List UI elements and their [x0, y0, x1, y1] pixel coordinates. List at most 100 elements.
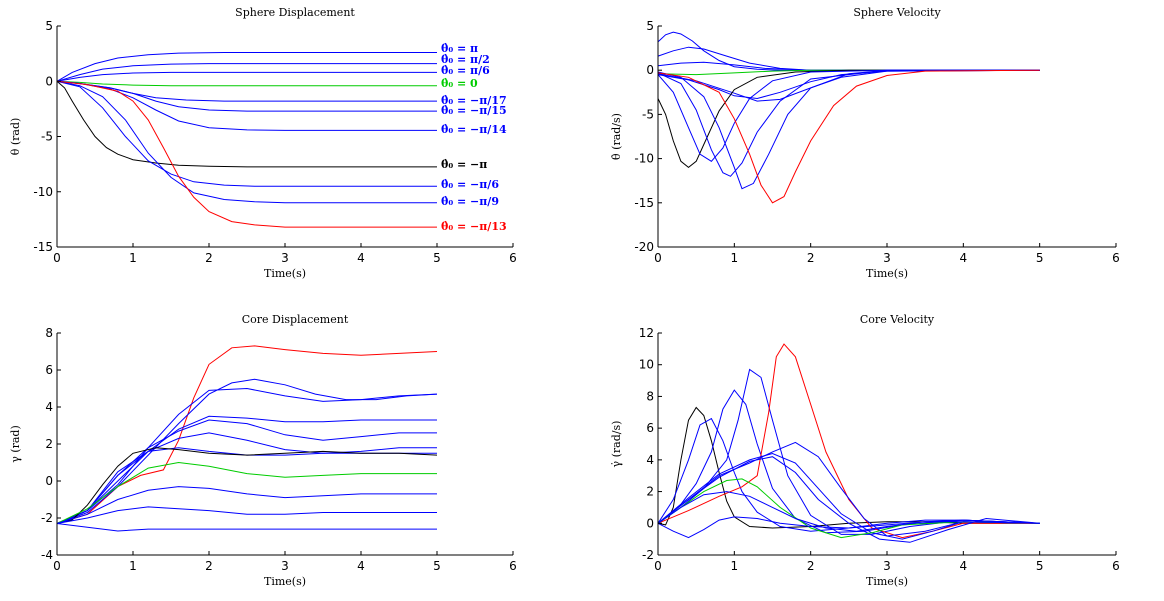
y-tick-label: 5 [45, 19, 53, 33]
chart-panel-1: 0 1 2 3 4 5 6 -15 -10 -5 0 5 Sphere Displacement Time… [9, 6, 517, 280]
series-line-3 [56, 387, 438, 524]
x-tick-label: 6 [509, 251, 517, 265]
series-line-7 [657, 69, 1040, 169]
y-axis-label: γ̇ (rad/s) [610, 421, 623, 468]
series-line-5 [56, 419, 437, 524]
x-axis-label: Time(s) [264, 575, 306, 588]
series-annotation: θ̇₀ = −π/14 [441, 123, 507, 136]
chart-title: Sphere Displacement [235, 6, 355, 19]
y-tick-label: -2 [41, 511, 53, 525]
y-tick-label: -20 [634, 240, 654, 254]
series-line-10 [657, 69, 1040, 190]
series-line-1 [56, 345, 438, 524]
chart-title: Sphere Velocity [853, 6, 941, 19]
series-annotation: θ̇₀ = π [441, 42, 478, 55]
series-line-5 [657, 343, 1040, 539]
y-tick-label: -10 [634, 152, 654, 166]
series-line-4 [657, 368, 1040, 535]
x-tick-label: 2 [807, 559, 815, 573]
series-line-1 [657, 406, 1040, 529]
series-line-2 [657, 46, 1040, 71]
y-axis-label: θ (rad) [9, 118, 22, 156]
series-annotation: θ̇₀ = π/2 [441, 53, 490, 66]
series-line-8 [657, 456, 1040, 543]
y-tick-label: 8 [646, 389, 654, 403]
y-tick-label: 8 [45, 326, 53, 340]
series-line-10 [657, 491, 1040, 532]
series-line-2 [56, 378, 438, 524]
series-annotation: θ̇₀ = −π/17 [441, 94, 507, 107]
series-line-4 [56, 415, 437, 524]
series-annotation: θ̇₀ = π/6 [441, 64, 490, 77]
series-line-11 [657, 516, 1040, 539]
y-axis-label: θ̇ (rad/s) [610, 113, 623, 160]
y-tick-label: 0 [646, 516, 654, 530]
series-line-8 [657, 69, 1040, 162]
chart-title: Core Velocity [860, 313, 935, 326]
y-tick-label: 0 [45, 474, 53, 488]
x-tick-label: 3 [281, 559, 289, 573]
chart-panel-2: 0 1 2 3 4 5 6 -20 -15 -10 -5 0 5 Sphere Velocity Time(… [610, 6, 1120, 280]
x-tick-label: 1 [129, 251, 137, 265]
series-line-9 [657, 478, 1040, 539]
x-tick-label: 0 [53, 251, 61, 265]
x-tick-label: 6 [1112, 559, 1120, 573]
y-tick-label: -5 [41, 130, 53, 144]
x-tick-label: 0 [654, 559, 662, 573]
x-axis-label: Time(s) [866, 575, 908, 588]
series-annotation: θ̇₀ = −π/9 [441, 195, 499, 208]
series-line-11 [657, 69, 1040, 204]
series-line-6 [56, 80, 437, 112]
x-tick-label: 1 [129, 559, 137, 573]
y-axis-label: γ (rad) [9, 425, 22, 463]
series-line-3 [657, 389, 1040, 534]
y-tick-label: -4 [41, 548, 53, 562]
y-tick-label: 5 [646, 19, 654, 33]
series-line-5 [657, 69, 1040, 102]
series-line-3 [657, 61, 1040, 71]
series-line-9 [56, 80, 437, 187]
x-tick-label: 3 [281, 251, 289, 265]
x-tick-label: 5 [1036, 251, 1044, 265]
x-tick-label: 4 [960, 559, 968, 573]
series-annotation: θ̇₀ = 0 [441, 77, 478, 90]
x-tick-label: 5 [433, 559, 441, 573]
x-tick-label: 5 [1036, 559, 1044, 573]
y-tick-label: -10 [33, 185, 53, 199]
series-line-1 [657, 31, 1040, 71]
series-annotation: θ̇₀ = −π/15 [441, 104, 507, 117]
y-tick-label: 2 [45, 437, 53, 451]
series-line-1 [56, 52, 437, 82]
y-tick-label: -15 [634, 196, 654, 210]
y-tick-label: 10 [639, 358, 654, 372]
x-tick-label: 2 [205, 559, 213, 573]
series-line-10 [56, 486, 437, 524]
series-line-6 [56, 432, 437, 524]
series-line-10 [56, 80, 437, 204]
x-tick-label: 4 [357, 251, 365, 265]
x-axis-label: Time(s) [264, 267, 306, 280]
x-tick-label: 2 [807, 251, 815, 265]
series-annotation: θ̇₀ = −π/13 [441, 220, 507, 233]
series-line-9 [657, 69, 1040, 177]
chart-panel-3: 0 1 2 3 4 5 6 -4 -2 0 2 4 6 8 Core Displacement Time(s)… [9, 313, 517, 588]
y-tick-label: 12 [639, 326, 654, 340]
x-tick-label: 4 [357, 559, 365, 573]
series-line-6 [657, 441, 1040, 537]
chart-title: Core Displacement [242, 313, 349, 326]
y-tick-label: 0 [646, 63, 654, 77]
y-tick-label: 4 [646, 453, 654, 467]
x-tick-label: 0 [654, 251, 662, 265]
series-line-2 [56, 63, 437, 82]
y-tick-label: 6 [646, 421, 654, 435]
series-line-9 [56, 461, 437, 524]
x-tick-label: 3 [883, 251, 891, 265]
series-annotation: θ̇₀ = −π/6 [441, 178, 499, 191]
x-tick-label: 1 [731, 559, 739, 573]
y-tick-label: 4 [45, 400, 53, 414]
y-tick-label: -5 [642, 107, 654, 121]
series-line-2 [657, 417, 1040, 532]
series-line-12 [56, 523, 437, 532]
